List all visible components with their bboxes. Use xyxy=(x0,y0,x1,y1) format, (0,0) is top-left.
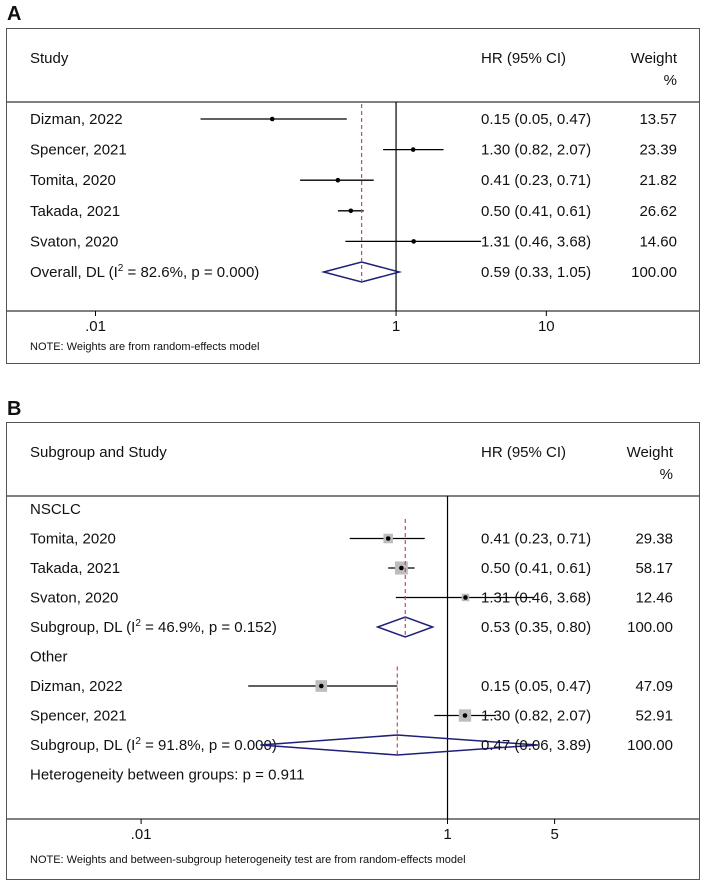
study-label: Takada, 2021 xyxy=(30,203,120,220)
weight-value: 21.82 xyxy=(639,172,677,189)
x-tick-label: 1 xyxy=(443,826,451,843)
study-label: Spencer, 2021 xyxy=(30,708,127,725)
panel-b-letter: B xyxy=(7,398,22,420)
point-estimate xyxy=(399,565,404,571)
header-weight: Weight xyxy=(631,50,678,67)
weight-value: 12.46 xyxy=(635,590,673,607)
subgroup-label: Subgroup, DL (I2 = 46.9%, p = 0.152) xyxy=(30,618,277,636)
point-estimate xyxy=(269,116,275,122)
header-weight-unit: % xyxy=(660,466,673,483)
pooled-diamond xyxy=(375,616,435,638)
point-estimate xyxy=(462,713,468,718)
weight-value: 29.38 xyxy=(635,531,673,548)
panel-b-box: Subgroup and Study HR (95% CI) Weight% NSCL… xyxy=(6,422,700,880)
hr-ci-value: 1.30 (0.82, 2.07) xyxy=(481,142,591,159)
header-study: Subgroup and Study xyxy=(30,444,167,461)
x-tick-label: 1 xyxy=(392,318,400,335)
x-tick-label: .01 xyxy=(85,318,106,335)
hr-ci-value: 1.30 (0.82, 2.07) xyxy=(481,708,591,725)
weight-value: 58.17 xyxy=(635,560,673,577)
overall-label-pre: Overall, DL (I xyxy=(30,264,118,281)
panel-a-letter: A xyxy=(7,3,22,25)
forest-plot-b: Subgroup and Study HR (95% CI) Weight% NSCL… xyxy=(7,444,699,866)
hr-ci-value: 1.31 (0.46, 3.68) xyxy=(481,233,591,250)
overall-label-sup: 2 xyxy=(118,263,124,274)
hr-ci-value: 0.15 (0.05, 0.47) xyxy=(481,111,591,128)
point-estimate xyxy=(318,683,324,689)
subgroup-label-pre: Subgroup, DL (I xyxy=(30,619,135,636)
x-tick-label: 5 xyxy=(550,826,558,843)
footnote: NOTE: Weights and between-subgroup heter… xyxy=(30,854,466,866)
subgroup-label-pre: Subgroup, DL (I xyxy=(30,737,135,754)
header-hr: HR (95% CI) xyxy=(481,444,566,461)
heterogeneity-text: Heterogeneity between groups: p = 0.911 xyxy=(30,767,305,784)
subgroup-label-sup: 2 xyxy=(135,736,141,747)
point-estimate xyxy=(385,536,391,541)
subgroup-label: Subgroup, DL (I2 = 91.8%, p = 0.000) xyxy=(30,736,277,754)
point-estimate xyxy=(348,208,354,214)
study-label: Spencer, 2021 xyxy=(30,142,127,159)
hr-ci-value: 0.59 (0.33, 1.05) xyxy=(481,264,591,281)
subgroup-label-post: = 91.8%, p = 0.000) xyxy=(141,737,277,754)
point-estimate xyxy=(335,177,341,183)
hr-ci-value: 0.41 (0.23, 0.71) xyxy=(481,531,591,548)
pooled-diamond xyxy=(320,261,403,283)
study-label: Dizman, 2022 xyxy=(30,678,123,695)
hr-ci-value: 0.50 (0.41, 0.61) xyxy=(481,560,591,577)
study-label: Takada, 2021 xyxy=(30,560,120,577)
hr-ci-value: 0.47 (0.06, 3.89) xyxy=(481,737,591,754)
x-tick-label: 10 xyxy=(538,318,555,335)
point-estimate xyxy=(410,147,416,152)
hr-ci-value: 0.53 (0.35, 0.80) xyxy=(481,619,591,636)
overall-label: Overall, DL (I2 = 82.6%, p = 0.000) xyxy=(30,263,259,281)
point-estimate xyxy=(411,239,416,244)
study-label: Svaton, 2020 xyxy=(30,233,118,250)
header-hr: HR (95% CI) xyxy=(481,50,566,67)
subgroup-heading: Other xyxy=(30,649,68,666)
study-label: Tomita, 2020 xyxy=(30,172,116,189)
weight-value: 13.57 xyxy=(639,111,677,128)
study-label: Svaton, 2020 xyxy=(30,590,118,607)
header-study: Study xyxy=(30,50,69,67)
weight-value: 100.00 xyxy=(631,264,677,281)
overall-label-post: = 82.6%, p = 0.000) xyxy=(123,264,259,281)
hr-ci-value: 0.15 (0.05, 0.47) xyxy=(481,678,591,695)
header-weight-unit: % xyxy=(664,72,677,89)
weight-value: 100.00 xyxy=(627,619,673,636)
weight-value: 100.00 xyxy=(627,737,673,754)
subgroup-label-sup: 2 xyxy=(135,618,141,629)
weight-value: 52.91 xyxy=(635,708,673,725)
weight-value: 14.60 xyxy=(639,233,677,250)
point-estimate xyxy=(463,595,468,600)
hr-ci-value: 0.50 (0.41, 0.61) xyxy=(481,203,591,220)
forest-plot-a: Study HR (95% CI) Weight% Dizman, 2022 0.15 … xyxy=(7,50,699,353)
footnote: NOTE: Weights are from random-effects mo… xyxy=(30,341,259,353)
pooled-diamond xyxy=(260,734,538,756)
hr-ci-value: 0.41 (0.23, 0.71) xyxy=(481,172,591,189)
header-weight: Weight xyxy=(627,444,674,461)
study-label: Tomita, 2020 xyxy=(30,531,116,548)
study-label: Dizman, 2022 xyxy=(30,111,123,128)
weight-value: 23.39 xyxy=(639,142,677,159)
subgroup-heading: NSCLC xyxy=(30,501,81,518)
hr-ci-value: 1.31 (0.46, 3.68) xyxy=(481,590,591,607)
x-tick-label: .01 xyxy=(131,826,152,843)
weight-value: 47.09 xyxy=(635,678,673,695)
weight-value: 26.62 xyxy=(639,203,677,220)
subgroup-label-post: = 46.9%, p = 0.152) xyxy=(141,619,277,636)
panel-a-box: Study HR (95% CI) Weight% Dizman, 2022 0.15 … xyxy=(6,28,700,364)
